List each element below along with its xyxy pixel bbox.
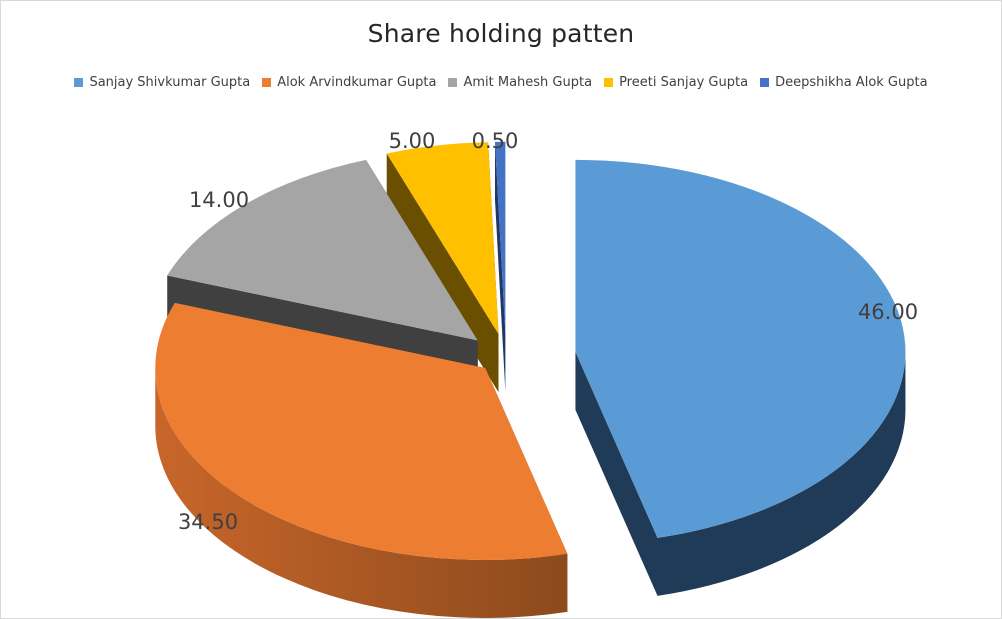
pie-slice-side — [657, 351, 906, 596]
chart-title: Share holding patten — [367, 19, 635, 48]
legend-swatch-alok — [262, 78, 272, 87]
legend-item-alok: Alok Arvindkumar Gupta — [262, 75, 436, 90]
legend-label-deepshikha: Deepshikha Alok Gupta — [775, 75, 928, 90]
legend-label-preeti: Preeti Sanjay Gupta — [619, 75, 749, 90]
legend-label-sanjay: Sanjay Shivkumar Gupta — [89, 75, 251, 90]
pie-slice-alok — [155, 302, 568, 618]
pie-slice-wall — [575, 351, 658, 596]
legend: Sanjay Shivkumar Gupta Alok Arvindkumar … — [1, 75, 1001, 90]
data-label-amit: 14.00 — [189, 188, 249, 212]
legend-item-deepshikha: Deepshikha Alok Gupta — [760, 75, 928, 90]
pie-slice-top — [386, 142, 499, 335]
pie-slice-top — [495, 141, 506, 334]
legend-swatch-sanjay — [74, 78, 84, 87]
pie-slice-top — [155, 302, 568, 560]
pie-slice-deepshikha — [495, 141, 506, 392]
pie-slice-sanjay — [575, 159, 906, 596]
legend-label-alok: Alok Arvindkumar Gupta — [277, 75, 437, 90]
legend-swatch-deepshikha — [760, 78, 770, 87]
legend-item-amit: Amit Mahesh Gupta — [448, 75, 592, 90]
data-label-deepshikha: 0.50 — [472, 129, 519, 153]
legend-swatch-preeti — [604, 78, 614, 87]
legend-label-amit: Amit Mahesh Gupta — [463, 75, 593, 90]
legend-item-sanjay: Sanjay Shivkumar Gupta — [74, 75, 250, 90]
legend-swatch-amit — [448, 78, 458, 87]
legend-item-preeti: Preeti Sanjay Gupta — [604, 75, 748, 90]
data-label-sanjay: 46.00 — [858, 300, 918, 324]
pie-slice-top — [575, 159, 906, 538]
pie-slice-side — [155, 367, 568, 618]
data-label-alok: 34.50 — [178, 510, 238, 534]
data-label-preeti: 5.00 — [389, 129, 436, 153]
pie-slice-top — [167, 159, 478, 341]
pie-slice-wall — [495, 141, 506, 392]
